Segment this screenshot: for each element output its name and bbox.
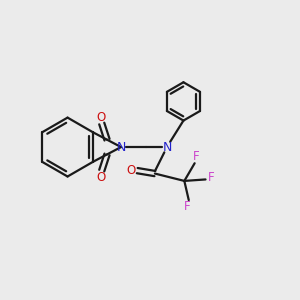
Text: N: N [116, 141, 126, 154]
Text: F: F [193, 150, 200, 163]
Text: O: O [97, 110, 106, 124]
Text: O: O [127, 164, 136, 177]
Text: N: N [163, 141, 172, 154]
Text: O: O [97, 171, 106, 184]
Text: F: F [184, 200, 190, 213]
Text: F: F [208, 172, 215, 184]
